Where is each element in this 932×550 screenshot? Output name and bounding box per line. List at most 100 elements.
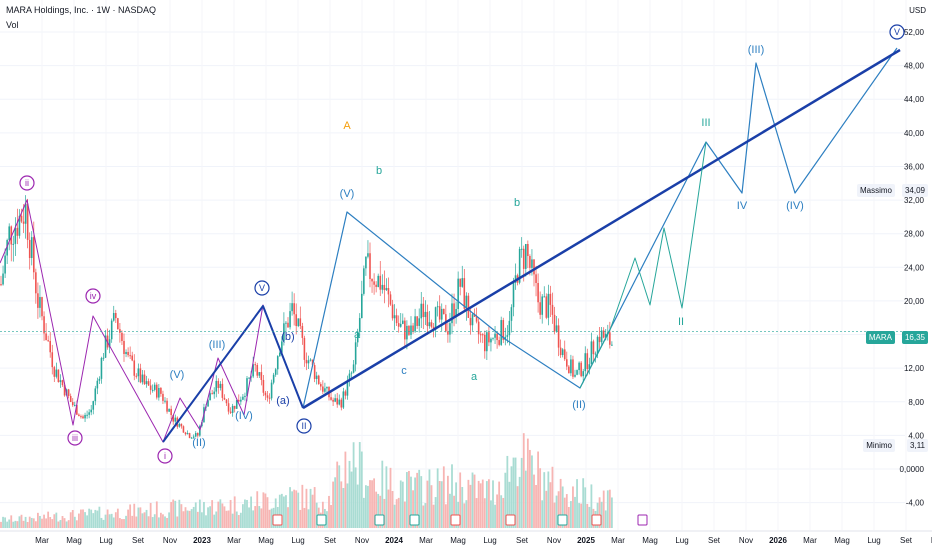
volume-bar xyxy=(280,493,283,528)
x-tick-label: 2026 xyxy=(769,536,787,545)
candle-body xyxy=(188,433,191,438)
candle-body xyxy=(397,323,400,327)
candle-body xyxy=(262,379,265,393)
candle-body xyxy=(379,275,382,290)
candle-body xyxy=(512,282,515,308)
earnings-markers[interactable] xyxy=(272,514,648,526)
wave-label: (IV) xyxy=(786,200,804,212)
volume-bar xyxy=(221,503,224,528)
volume-bar xyxy=(160,512,162,528)
candle-body xyxy=(190,437,193,439)
volume-bar xyxy=(313,487,316,528)
wave-label: (V) xyxy=(340,188,355,200)
volume-bar xyxy=(80,509,82,528)
candle-body xyxy=(84,414,86,419)
candle-body xyxy=(264,392,267,396)
candle-body xyxy=(469,317,472,326)
volume-bar xyxy=(490,500,492,528)
volume-bar xyxy=(485,481,488,528)
volume-bar xyxy=(32,518,35,528)
candle-body xyxy=(76,404,78,415)
symbol-title[interactable]: MARA Holdings, Inc. · 1W · NASDAQ xyxy=(6,5,157,15)
x-tick-label: Lug xyxy=(291,536,304,545)
candle-body xyxy=(98,378,101,381)
candle-body xyxy=(143,374,146,385)
candle-body xyxy=(14,227,17,244)
purple-wave-path xyxy=(0,199,304,443)
y-tick-label: 36,00 xyxy=(904,162,925,171)
volume-indicator-label[interactable]: Vol xyxy=(6,20,19,30)
last-price-tag[interactable]: 16,35 xyxy=(901,331,928,344)
candle-body xyxy=(555,325,558,332)
volume-bar xyxy=(451,464,453,528)
volume-bar xyxy=(553,502,556,528)
wave-label: (III) xyxy=(209,339,226,351)
volume-bar xyxy=(43,514,45,528)
candle-body xyxy=(90,409,92,413)
volume-bar xyxy=(239,512,242,528)
volume-bar xyxy=(278,494,281,528)
candle-body xyxy=(586,353,589,370)
volume-bar xyxy=(227,510,230,528)
volume-bar xyxy=(0,521,2,528)
y-tick-label: -4,00 xyxy=(906,499,925,508)
candle-body xyxy=(250,376,252,378)
volume-bar xyxy=(336,461,339,528)
currency-label[interactable]: USD xyxy=(909,6,926,15)
y-tick-label: 52,00 xyxy=(904,28,925,37)
volume-bar xyxy=(41,518,43,528)
volume-bar xyxy=(90,509,93,528)
volume-bar xyxy=(334,477,337,528)
volume-bar xyxy=(547,471,550,528)
volume-bar xyxy=(209,506,211,528)
volume-bar xyxy=(520,457,523,528)
candle-body xyxy=(305,359,308,364)
candle-body xyxy=(233,405,236,409)
volume-bar xyxy=(365,485,367,528)
candle-body xyxy=(174,417,177,422)
volume-bar xyxy=(53,514,56,528)
volume-bar xyxy=(262,492,265,528)
volume-bar xyxy=(403,501,406,528)
volume-bar xyxy=(157,517,160,528)
volume-bar xyxy=(30,517,33,528)
volume-bar xyxy=(459,472,462,528)
candle-body xyxy=(490,338,492,343)
candle-body xyxy=(24,203,27,224)
candle-body xyxy=(572,359,574,377)
wave-label-text: (III) xyxy=(209,339,226,351)
volume-bar xyxy=(37,512,39,528)
volume-bar xyxy=(369,480,371,528)
volume-bar xyxy=(69,512,72,528)
candle-body xyxy=(520,248,523,250)
wave-label-text: (IV) xyxy=(235,410,253,422)
volume-bar xyxy=(502,497,505,528)
volume-bar xyxy=(303,507,306,528)
volume-bar xyxy=(338,465,341,528)
volume-bar xyxy=(479,483,482,528)
candle-body xyxy=(217,380,220,388)
candle-body xyxy=(231,405,234,413)
candle-body xyxy=(162,393,164,401)
volume-bar xyxy=(266,497,269,528)
candle-body xyxy=(609,332,611,345)
volume-bar xyxy=(432,504,435,528)
volume-bar xyxy=(289,487,291,528)
candle-body xyxy=(235,399,238,409)
y-tick-label: 8,00 xyxy=(908,398,924,407)
candle-body xyxy=(549,293,552,305)
wave-label: (III) xyxy=(748,44,765,56)
candle-body xyxy=(117,318,119,330)
volume-bar xyxy=(362,497,365,528)
x-tick-label: Mar xyxy=(419,536,433,545)
wave-label: A xyxy=(343,120,351,132)
candle-body xyxy=(80,416,82,418)
volume-bar xyxy=(309,488,312,528)
volume-bar xyxy=(28,516,31,528)
candle-body xyxy=(248,377,250,379)
candle-body xyxy=(414,316,416,332)
volume-bar xyxy=(512,457,515,528)
candle-body xyxy=(494,333,496,338)
y-tick-label: 4,00 xyxy=(908,431,924,440)
